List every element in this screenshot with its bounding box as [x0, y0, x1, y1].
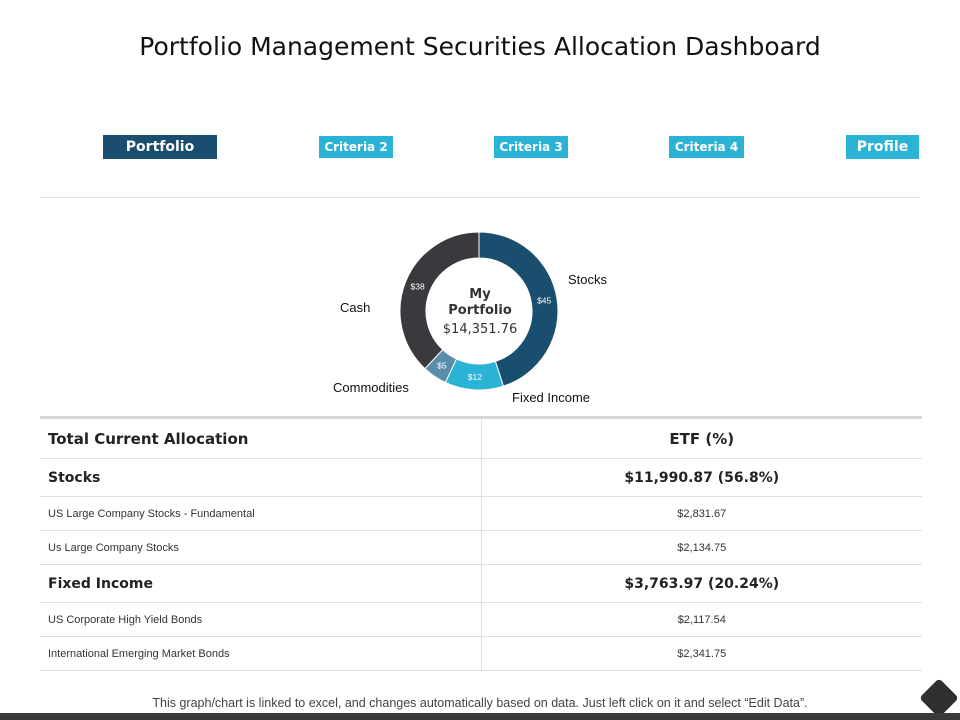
tab-criteria-3[interactable]: Criteria 3	[494, 136, 568, 158]
portfolio-donut-chart[interactable]: $45 $12 $5 $38	[396, 230, 562, 392]
page-title: Portfolio Management Securities Allocati…	[139, 32, 821, 61]
header-etf: ETF (%)	[480, 417, 922, 459]
row-name: US Large Company Stocks - Fundamental	[40, 496, 481, 531]
table-row: Us Large Company Stocks $2,134.75	[40, 530, 922, 565]
row-name: Stocks	[40, 458, 481, 497]
table-row: Fixed Income $3,763.97 (20.24%)	[40, 564, 922, 603]
legend-label-stocks: Stocks	[568, 272, 608, 287]
tab-criteria-4[interactable]: Criteria 4	[669, 136, 744, 158]
row-value: $2,117.54	[480, 602, 922, 637]
row-value: $2,831.67	[480, 496, 922, 531]
row-name: US Corporate High Yield Bonds	[40, 602, 481, 637]
header-allocation: Total Current Allocation	[40, 417, 481, 459]
table-row: US Large Company Stocks - Fundamental $2…	[40, 496, 922, 531]
donut-center-value: $14,351.76	[442, 322, 518, 337]
donut-center-line1: My	[469, 287, 491, 302]
diamond-icon	[919, 678, 959, 718]
legend-label-fixed-income: Fixed Income	[512, 390, 591, 405]
legend-label-cash: Cash	[340, 300, 371, 315]
footer-note: This graph/chart is linked to excel, and…	[152, 696, 808, 710]
tab-profile[interactable]: Profile	[846, 135, 919, 159]
row-value: $3,763.97 (20.24%)	[480, 564, 922, 603]
donut-center-line2: Portfolio	[448, 303, 512, 318]
donut-slice-cash[interactable]	[399, 231, 480, 370]
row-value: $2,134.75	[480, 530, 922, 565]
divider	[40, 197, 920, 198]
row-name: Fixed Income	[40, 564, 481, 603]
allocation-table: Total Current Allocation ETF (%) Stocks …	[40, 416, 922, 671]
table-row: International Emerging Market Bonds $2,3…	[40, 636, 922, 671]
donut-slice-stocks[interactable]	[478, 231, 559, 387]
row-value: $11,990.87 (56.8%)	[480, 458, 922, 497]
tab-portfolio[interactable]: Portfolio	[103, 135, 217, 159]
tab-criteria-2[interactable]: Criteria 2	[319, 136, 393, 158]
donut-value-label: $12	[468, 372, 482, 382]
row-value: $2,341.75	[480, 636, 922, 671]
row-name: International Emerging Market Bonds	[40, 636, 481, 671]
bottom-bar	[0, 713, 960, 720]
donut-value-label: $45	[537, 296, 551, 306]
donut-value-label: $38	[411, 282, 425, 292]
table-header-row: Total Current Allocation ETF (%)	[40, 417, 922, 459]
table-row: US Corporate High Yield Bonds $2,117.54	[40, 602, 922, 637]
row-name: Us Large Company Stocks	[40, 530, 481, 565]
legend-label-commodities: Commodities	[333, 380, 409, 395]
donut-value-label: $5	[437, 361, 447, 371]
table-row: Stocks $11,990.87 (56.8%)	[40, 458, 922, 497]
